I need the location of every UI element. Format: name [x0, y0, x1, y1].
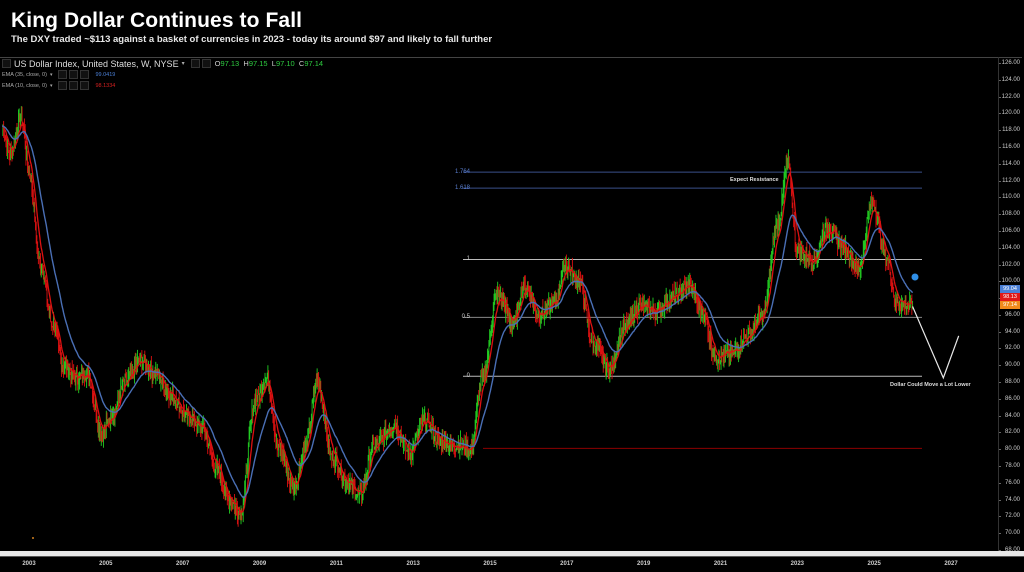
x-tick-label: 2021 [713, 561, 728, 567]
y-tick-label: 126.00 [1001, 60, 1020, 66]
settings-icon[interactable] [69, 70, 79, 79]
y-tick-label: 96.00 [1004, 311, 1020, 318]
x-tick-label: 2003 [22, 561, 36, 567]
y-tick-label: 124.00 [1001, 76, 1020, 83]
y-tick-label: 80.00 [1004, 446, 1020, 453]
visibility-icon[interactable] [58, 81, 68, 90]
y-tick-label: 78.00 [1004, 463, 1020, 470]
y-tick-label: 114.00 [1002, 160, 1020, 167]
page-subtitle: The DXY traded ~$113 against a basket of… [11, 34, 493, 45]
y-tick-label: 100.00 [1001, 278, 1020, 285]
x-tick-label: 2017 [560, 561, 574, 567]
y-tick-label: 84.00 [1004, 412, 1020, 419]
y-tick-label: 110.00 [1002, 194, 1020, 201]
chevron-down-icon[interactable]: ▾ [49, 82, 53, 89]
y-axis[interactable]: 126.00 124.00 122.00 120.00 118.00 116.00 114.… [998, 57, 1023, 553]
x-tick-label: 2025 [867, 561, 881, 567]
y-tick-label: 70.00 [1004, 530, 1020, 537]
chart-legend: US Dollar Index, United States, W, NYSE … [2, 58, 323, 91]
fib-level-label: 1.618 [454, 185, 470, 192]
candlesticks [2, 106, 914, 527]
annotation-expect-resistance: Expect Resistance [730, 177, 779, 183]
pane-separator[interactable] [0, 551, 1024, 556]
ema10-label[interactable]: EMA (10, close, 0) [2, 82, 47, 89]
x-tick-label: 2013 [406, 561, 420, 567]
event-marker-icon[interactable] [911, 273, 919, 281]
y-tick-label: 92.00 [1004, 345, 1020, 352]
y-tick-label: 88.00 [1004, 379, 1020, 386]
y-tick-label: 102.00 [1001, 261, 1020, 268]
x-tick-label: 2027 [944, 561, 958, 567]
y-tick-label: 122.00 [1001, 93, 1020, 100]
page-title: King Dollar Continues to Fall [11, 9, 303, 32]
ema35-label[interactable]: EMA (35, close, 0) [2, 71, 47, 78]
fib-level-label: 1.764 [454, 169, 470, 176]
ema35-price-tag: 99.04 [1000, 285, 1020, 293]
y-tick-label: 108.00 [1001, 211, 1020, 218]
y-tick-label: 74.00 [1004, 496, 1020, 503]
y-tick-label: 116.00 [1002, 143, 1020, 150]
fib-level-label: 1 [466, 256, 470, 263]
fib-level-label: 0.5 [461, 314, 470, 321]
remove-icon[interactable] [80, 81, 90, 90]
ema35-line [2, 125, 914, 499]
y-tick-label: 106.00 [1001, 227, 1020, 234]
ema35-value: 99.0419 [95, 71, 116, 78]
x-tick-label: 2023 [790, 561, 805, 567]
legend-ema10-row: EMA (10, close, 0) ▾ 98.1334 [2, 80, 323, 91]
y-tick-label: 90.00 [1004, 362, 1020, 369]
x-axis[interactable]: 2003 2005 2007 2009 2011 2013 2015 2017 2019 2021… [0, 556, 1024, 572]
symbol-label[interactable]: US Dollar Index, United States, W, NYSE [14, 58, 179, 69]
settings-icon[interactable] [69, 81, 79, 90]
settings-icon[interactable] [201, 59, 211, 68]
legend-symbol-row: US Dollar Index, United States, W, NYSE … [2, 58, 323, 69]
y-tick-label: 76.00 [1004, 479, 1020, 486]
legend-ema35-row: EMA (35, close, 0) ▾ 99.0419 [2, 69, 323, 80]
x-tick-label: 2007 [175, 561, 190, 567]
chevron-down-icon[interactable]: ▾ [49, 71, 53, 78]
visibility-icon[interactable] [190, 59, 200, 68]
y-tick-label: 86.00 [1004, 395, 1020, 402]
last-price-tag: 97.14 [1000, 301, 1020, 309]
x-tick-label: 2011 [329, 561, 343, 567]
ohlc-values: O97.13 H97.15 L97.10 C97.14 [214, 59, 324, 68]
collapse-toggle-icon[interactable] [2, 59, 11, 68]
ema10-value: 98.1334 [95, 82, 116, 89]
y-tick-label: 120.00 [1001, 110, 1020, 117]
ema10-price-tag: 98.13 [1000, 293, 1020, 301]
header: King Dollar Continues to Fall The DXY tr… [0, 0, 1024, 56]
visibility-icon[interactable] [58, 70, 68, 79]
chevron-down-icon[interactable]: ▾ [181, 61, 185, 67]
chart-panel[interactable] [0, 57, 1022, 552]
x-tick-label: 2005 [99, 561, 113, 567]
x-tick-label: 2015 [483, 561, 497, 567]
y-tick-label: 112.00 [1002, 177, 1020, 184]
annotation-dollar-lower: Dollar Could Move a Lot Lower [890, 382, 971, 388]
fib-level-label: 0 [466, 373, 470, 380]
x-tick-label: 2019 [636, 561, 651, 567]
y-tick-label: 118.00 [1002, 127, 1020, 134]
y-tick-label: 68.00 [1004, 547, 1020, 553]
y-tick-label: 104.00 [1001, 244, 1020, 251]
x-tick-label: 2009 [252, 561, 267, 567]
y-tick-label: 94.00 [1004, 328, 1020, 335]
projection-path[interactable] [912, 306, 960, 380]
remove-icon[interactable] [80, 70, 90, 79]
dot-marker [32, 537, 34, 539]
y-tick-label: 82.00 [1004, 429, 1020, 436]
y-tick-label: 72.00 [1004, 513, 1020, 520]
